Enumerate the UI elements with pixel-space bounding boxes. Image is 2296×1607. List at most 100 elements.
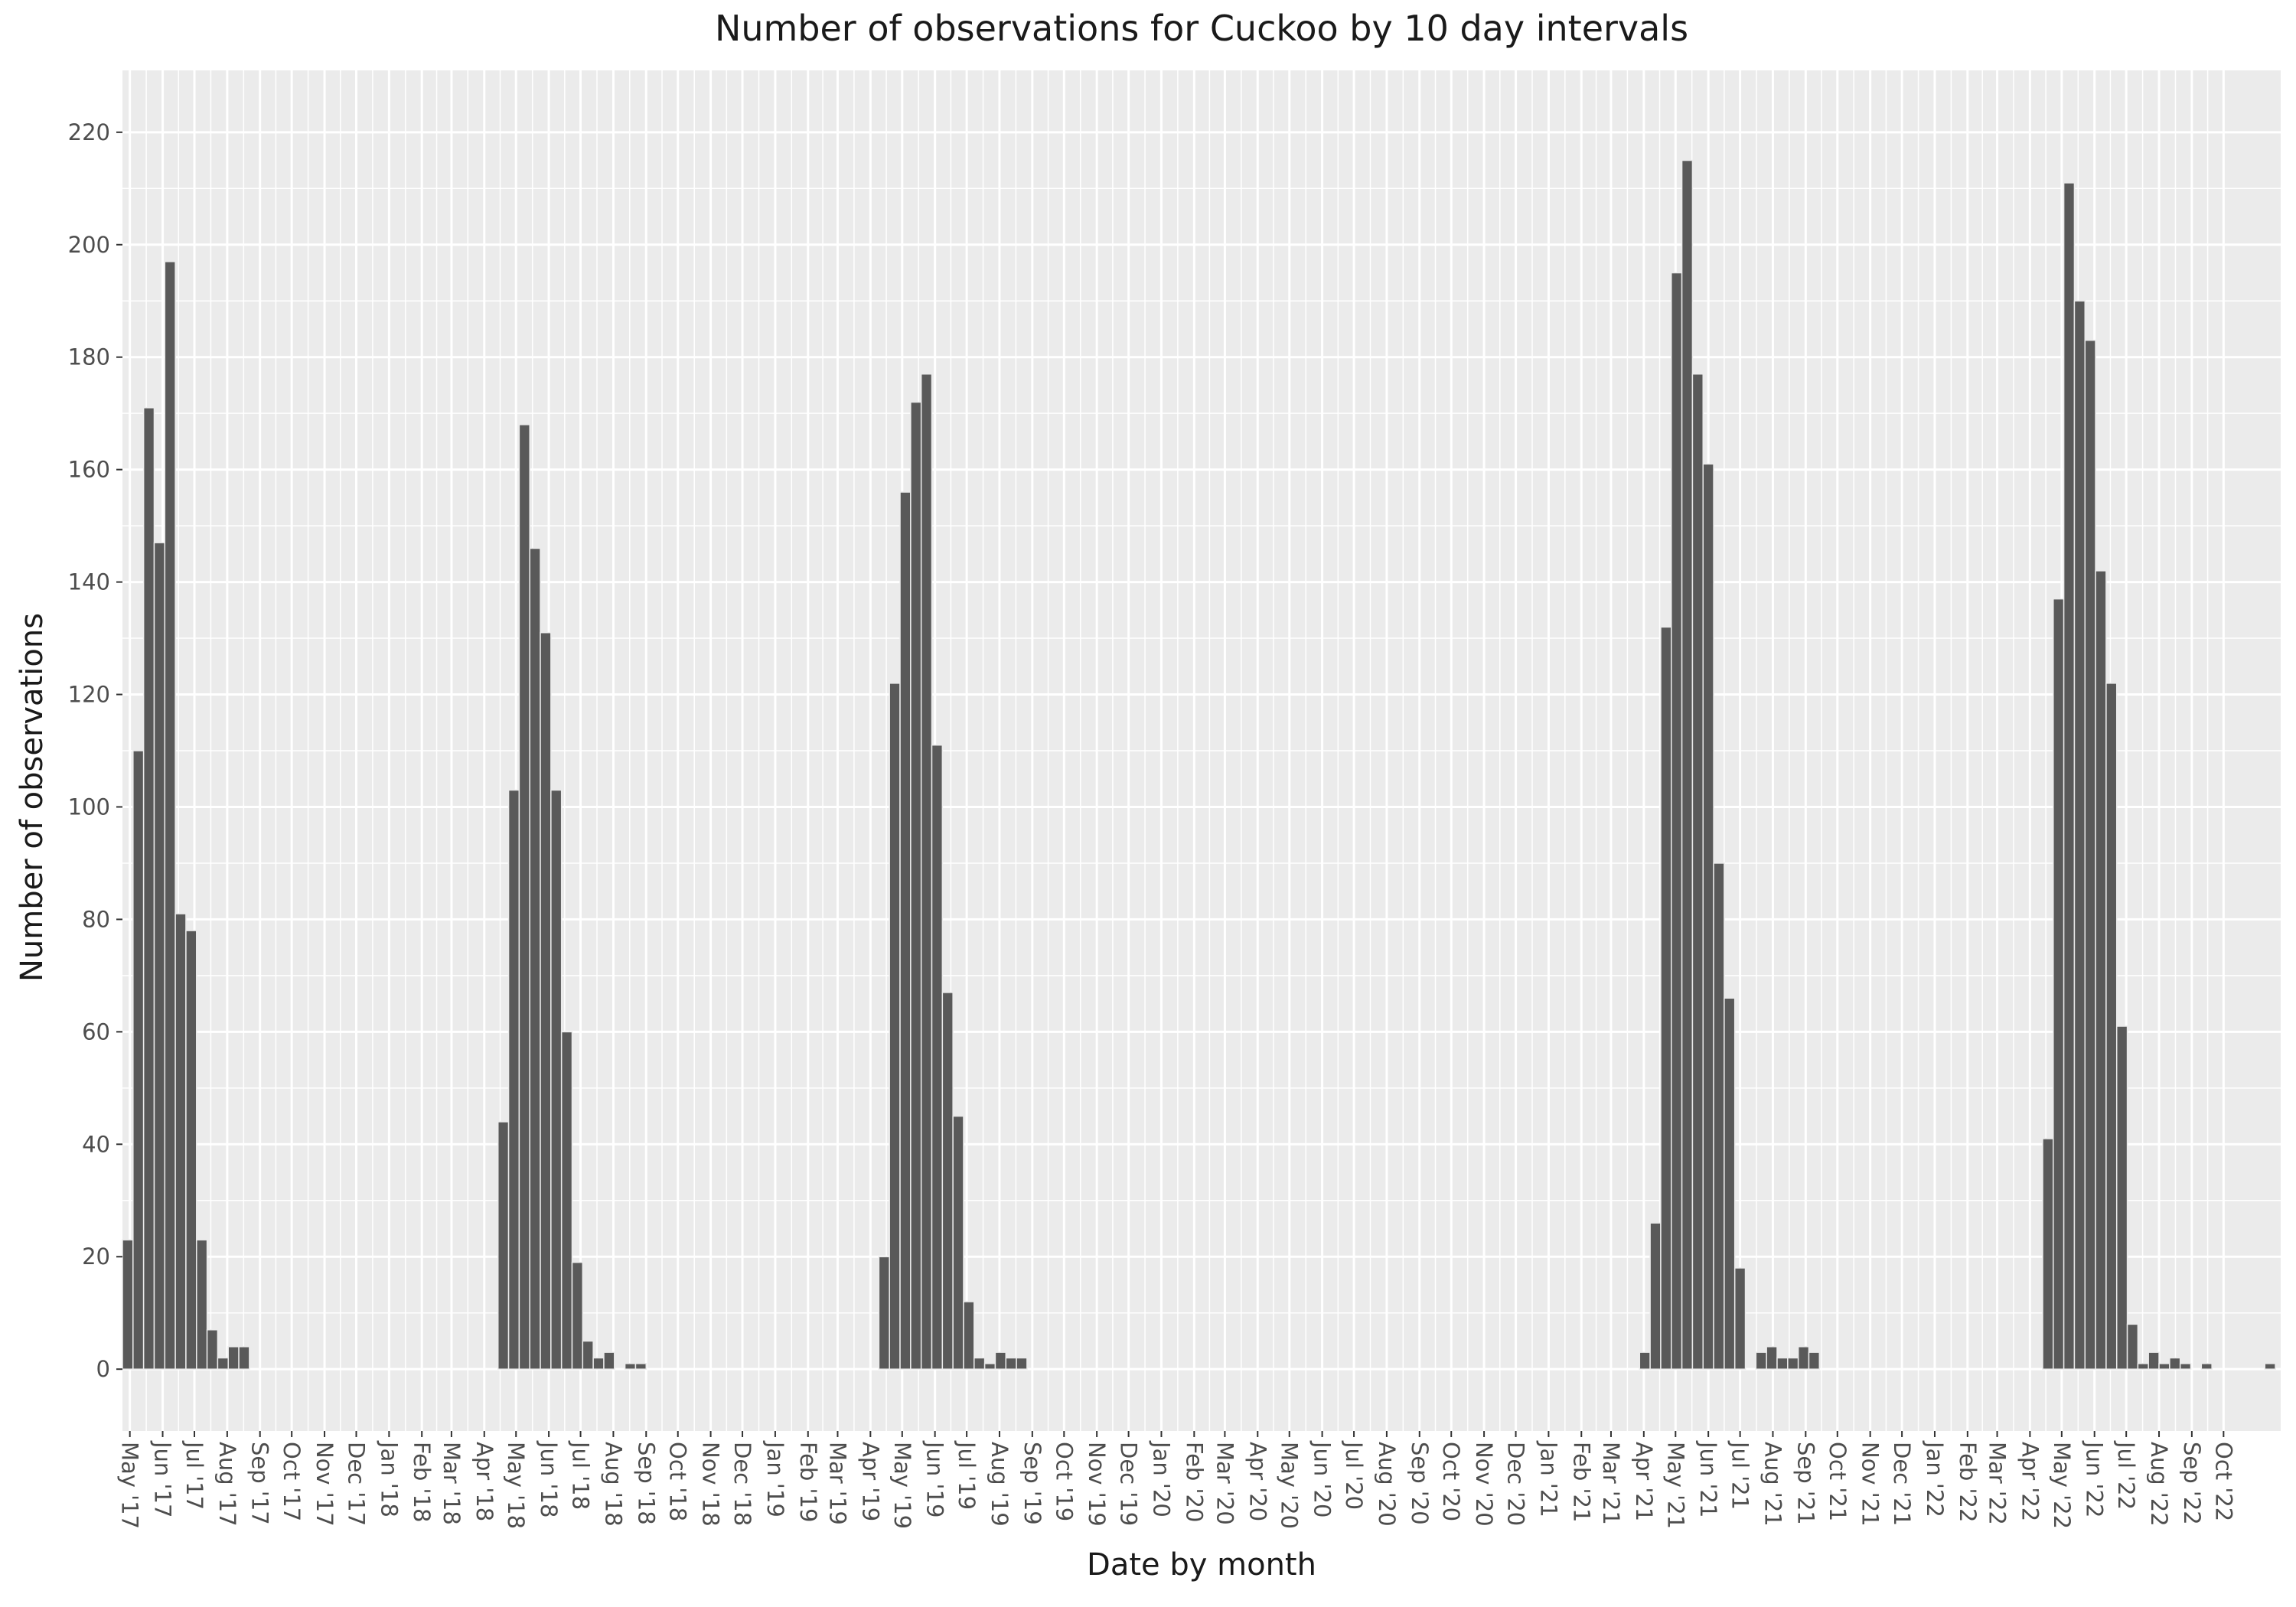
x-tick-label: Aug '20 (1374, 1442, 1400, 1527)
y-tick-label: 180 (68, 344, 110, 370)
x-tick-label: Mar '22 (1985, 1442, 2011, 1525)
bar (132, 750, 145, 1370)
bar (1639, 1351, 1651, 1370)
bar (974, 1357, 986, 1370)
bar (931, 744, 944, 1370)
x-tick-label: Apr '18 (471, 1442, 497, 1521)
x-tick-label: Aug '22 (2146, 1442, 2172, 1527)
bar (518, 424, 530, 1370)
x-tick-label: May '18 (503, 1442, 529, 1529)
bar (1016, 1357, 1028, 1370)
bar (185, 930, 197, 1370)
x-tick-label: Jan '22 (1922, 1440, 1948, 1517)
x-tick-label: Sep '19 (1019, 1442, 1045, 1525)
bar (878, 1256, 890, 1370)
bar (941, 992, 954, 1370)
x-tick-label: Dec '17 (344, 1442, 370, 1526)
bar (952, 1115, 964, 1370)
bar (2137, 1363, 2149, 1370)
bar (1649, 1222, 1662, 1370)
y-tick-label: 100 (68, 794, 110, 820)
bar (507, 789, 520, 1370)
bar (153, 542, 166, 1370)
bar (899, 491, 912, 1370)
y-tick-label: 220 (68, 119, 110, 145)
bar-series (122, 159, 2276, 1370)
x-tick-label: Apr '21 (1631, 1442, 1657, 1521)
x-tick-label: Mar '21 (1598, 1442, 1624, 1525)
bar (582, 1340, 594, 1370)
bar (1766, 1346, 1778, 1370)
bar (196, 1239, 208, 1370)
x-tick-label: Nov '20 (1471, 1442, 1497, 1527)
x-tick-label: Dec '21 (1889, 1442, 1915, 1526)
y-tick-label: 60 (82, 1019, 110, 1045)
x-tick-label: Nov '17 (311, 1442, 338, 1527)
bar (217, 1357, 229, 1370)
x-axis: May '17 Jun '17 Jul '17 Aug '17 Sep '17 Oct '… (117, 1431, 2236, 1529)
bar (963, 1301, 975, 1370)
bar (2115, 1025, 2128, 1370)
y-tick-label: 0 (96, 1356, 110, 1382)
x-tick-label: Jan '19 (762, 1440, 788, 1517)
bar (1776, 1357, 1789, 1370)
bar (2158, 1363, 2170, 1370)
bar (571, 1261, 584, 1370)
x-tick-label: Nov '19 (1084, 1442, 1110, 1527)
x-tick-label: Jul '20 (1341, 1440, 1367, 1510)
x-tick-label: Jul '21 (1727, 1440, 1753, 1510)
x-tick-label: May '17 (117, 1442, 143, 1529)
major-gridlines (122, 70, 2281, 1431)
x-tick-label: Oct '19 (1051, 1442, 1077, 1521)
x-tick-label: Jul '22 (2113, 1440, 2139, 1510)
x-tick-label: Feb '19 (795, 1442, 821, 1522)
x-tick-label: Mar '20 (1212, 1442, 1238, 1525)
bar (983, 1363, 996, 1370)
bar (1713, 862, 1725, 1370)
x-tick-label: Nov '21 (1857, 1442, 1883, 1527)
x-tick-label: Jan '21 (1535, 1440, 1561, 1517)
x-tick-label: Jun '19 (922, 1440, 948, 1517)
bar (1808, 1351, 1821, 1370)
x-tick-label: May '21 (1662, 1442, 1688, 1529)
bar (2179, 1363, 2192, 1370)
x-tick-label: Jul '19 (954, 1440, 980, 1510)
bar (2148, 1351, 2160, 1370)
x-tick-label: May '22 (2049, 1442, 2075, 1529)
x-tick-label: Oct '21 (1825, 1442, 1851, 1521)
y-tick-label: 120 (68, 682, 110, 708)
bar (2063, 182, 2076, 1370)
y-tick-label: 40 (82, 1131, 110, 1157)
x-tick-label: Nov '18 (698, 1442, 724, 1527)
bar (550, 789, 563, 1370)
x-tick-label: Oct '17 (279, 1442, 305, 1521)
x-tick-label: Feb '20 (1181, 1442, 1207, 1522)
bar (2042, 1138, 2054, 1370)
bar (122, 1239, 134, 1370)
bar (634, 1363, 647, 1370)
x-tick-label: Jan '18 (376, 1440, 402, 1517)
bar (2084, 339, 2096, 1370)
bar (994, 1351, 1007, 1370)
y-tick-label: 140 (68, 569, 110, 595)
x-tick-label: Oct '22 (2210, 1442, 2236, 1521)
bar (1797, 1346, 1810, 1370)
x-tick-label: Jun '20 (1309, 1440, 1336, 1517)
x-tick-label: Dec '20 (1503, 1442, 1529, 1526)
x-tick-label: Oct '20 (1438, 1442, 1464, 1521)
bar (1755, 1351, 1767, 1370)
x-tick-label: Sep '18 (633, 1442, 659, 1525)
bar (206, 1329, 219, 1370)
bar (238, 1346, 250, 1370)
x-tick-label: Mar '19 (824, 1442, 850, 1525)
x-tick-label: Aug '18 (600, 1442, 626, 1527)
minor-gridlines (122, 70, 2281, 1431)
bar (142, 407, 155, 1370)
bar (174, 913, 187, 1370)
x-tick-label: Jun '17 (150, 1440, 176, 1517)
bar (1671, 272, 1683, 1370)
bar (1660, 626, 1672, 1370)
bar (560, 1031, 573, 1370)
bar (227, 1346, 240, 1370)
